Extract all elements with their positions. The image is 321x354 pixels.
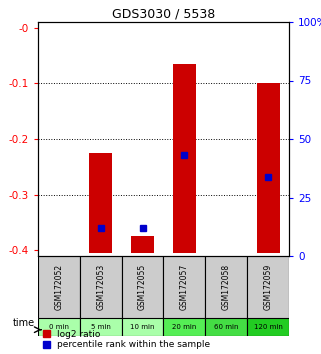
Text: GSM172052: GSM172052	[55, 264, 64, 310]
Bar	[256, 83, 280, 253]
FancyBboxPatch shape	[205, 318, 247, 336]
Text: GSM172053: GSM172053	[96, 264, 105, 310]
Text: time: time	[13, 318, 35, 327]
Text: GSM172058: GSM172058	[222, 264, 231, 310]
Text: 120 min: 120 min	[254, 324, 282, 330]
FancyBboxPatch shape	[122, 318, 163, 336]
FancyBboxPatch shape	[80, 318, 122, 336]
Title: GDS3030 / 5538: GDS3030 / 5538	[112, 8, 215, 21]
FancyBboxPatch shape	[38, 256, 80, 318]
FancyBboxPatch shape	[247, 256, 289, 318]
Text: GSM172055: GSM172055	[138, 264, 147, 310]
Text: 0 min: 0 min	[49, 324, 69, 330]
Bar	[173, 64, 196, 253]
Text: GSM172057: GSM172057	[180, 264, 189, 310]
FancyBboxPatch shape	[80, 256, 122, 318]
Text: 20 min: 20 min	[172, 324, 196, 330]
Text: GSM172059: GSM172059	[264, 264, 273, 310]
FancyBboxPatch shape	[247, 318, 289, 336]
FancyBboxPatch shape	[163, 318, 205, 336]
FancyBboxPatch shape	[205, 256, 247, 318]
Text: 10 min: 10 min	[130, 324, 155, 330]
Text: 5 min: 5 min	[91, 324, 111, 330]
Bar	[89, 153, 112, 253]
Bar	[131, 236, 154, 253]
FancyBboxPatch shape	[122, 256, 163, 318]
FancyBboxPatch shape	[163, 256, 205, 318]
Legend: log2 ratio, percentile rank within the sample: log2 ratio, percentile rank within the s…	[42, 330, 210, 349]
FancyBboxPatch shape	[38, 318, 80, 336]
Text: 60 min: 60 min	[214, 324, 239, 330]
